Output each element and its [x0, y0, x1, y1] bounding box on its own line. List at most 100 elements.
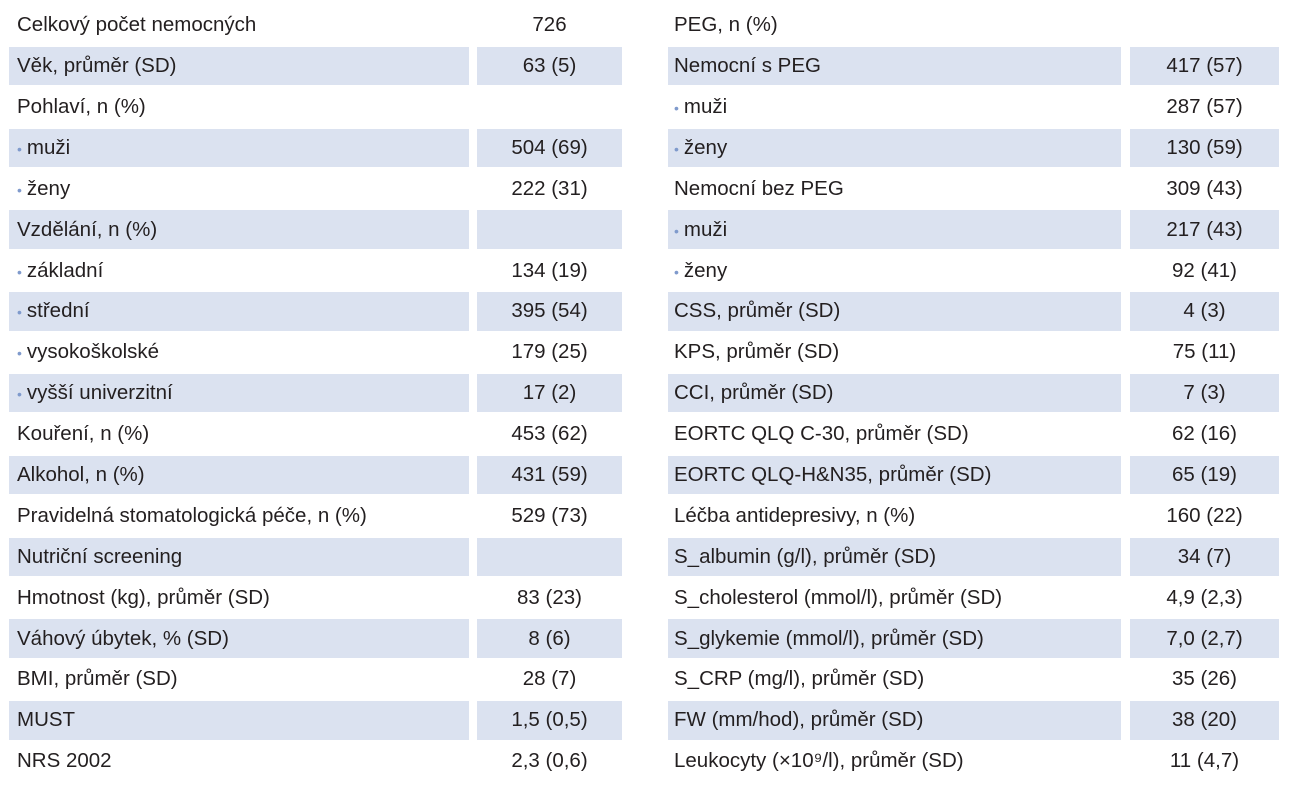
row-value: 417 (57)	[1130, 46, 1279, 86]
row-label-text: Pravidelná stomatologická péče, n (%)	[17, 503, 367, 527]
row-label-text: CCI, průměr (SD)	[674, 381, 834, 405]
row-label-text: ženy	[683, 258, 728, 282]
column-gap	[469, 292, 477, 330]
column-gap	[469, 210, 477, 248]
table-row: Nemocní bez PEG 309 (43)	[668, 170, 1279, 208]
row-label-text: Váhový úbytek, % (SD)	[17, 626, 229, 650]
column-gap	[469, 47, 477, 85]
bullet-icon: •	[17, 386, 22, 403]
row-value: 504 (69)	[477, 128, 622, 168]
row-label: • vysokoškolské	[9, 333, 469, 371]
row-label: Věk, průměr (SD)	[9, 46, 469, 86]
row-label: EORTC QLQ C-30, průměr (SD)	[668, 415, 1121, 453]
row-label-text: Hmotnost (kg), průměr (SD)	[17, 585, 270, 609]
column-gap	[1121, 701, 1130, 739]
right-table-column: PEG, n (%) Nemocní s PEG 417 (57) • muži 287 …	[668, 6, 1279, 783]
row-value: 217 (43)	[1130, 210, 1279, 249]
row-value	[477, 88, 622, 126]
row-label-text: NRS 2002	[17, 749, 112, 773]
row-value: 287 (57)	[1166, 94, 1243, 118]
row-value: 4 (3)	[1130, 292, 1279, 331]
row-label-text: vyšší univerzitní	[26, 381, 173, 405]
table-row: Leukocyty (×10⁹/l), průměr (SD) 11 (4,7)	[668, 742, 1279, 780]
table-row: S_cholesterol (mmol/l), průměr (SD) 4,9 (…	[668, 578, 1279, 616]
column-gap	[469, 251, 477, 289]
column-gap	[469, 619, 477, 657]
table-row: Váhový úbytek, % (SD) 8 (6)	[9, 619, 622, 658]
table-row: • muži 504 (69)	[9, 128, 622, 168]
row-value: 65 (19)	[1130, 455, 1279, 495]
table-row: Nutriční screening	[9, 537, 622, 576]
row-label: • muži	[668, 88, 1121, 126]
row-label: Hmotnost (kg), průměr (SD)	[9, 578, 469, 616]
row-label-text: Alkohol, n (%)	[17, 462, 145, 486]
row-label-text: ženy	[683, 135, 728, 159]
row-label-text: EORTC QLQ C-30, průměr (SD)	[674, 422, 969, 446]
column-gap	[1121, 333, 1130, 371]
row-value: 92 (41)	[1172, 258, 1237, 282]
table-row: Věk, průměr (SD) 63 (5)	[9, 46, 622, 86]
table-row: EORTC QLQ C-30, průměr (SD) 62 (16)	[668, 415, 1279, 453]
table-row: Pohlaví, n (%)	[9, 88, 622, 126]
row-label-text: muži	[26, 135, 71, 159]
table-row: Nemocní s PEG 417 (57)	[668, 46, 1279, 86]
table-row: • muži 217 (43)	[668, 210, 1279, 249]
row-label-text: muži	[683, 217, 728, 241]
row-label-text: EORTC QLQ-H&N35, průměr (SD)	[674, 462, 992, 486]
row-value: 75 (11)	[1172, 340, 1237, 364]
row-label-text: KPS, průměr (SD)	[674, 340, 840, 364]
row-label-text: S_albumin (g/l), průměr (SD)	[674, 544, 937, 568]
row-label-text: S_glykemie (mmol/l), průměr (SD)	[674, 626, 984, 650]
row-label: S_CRP (mg/l), průměr (SD)	[668, 660, 1121, 698]
row-label: Leukocyty (×10⁹/l), průměr (SD)	[668, 742, 1121, 780]
column-gap	[469, 578, 477, 616]
table-row: CCI, průměr (SD) 7 (3)	[668, 374, 1279, 413]
table-row: MUST 1,5 (0,5)	[9, 701, 622, 740]
row-value: 38 (20)	[1130, 701, 1279, 740]
table-row: • ženy 222 (31)	[9, 170, 622, 208]
row-label: • střední	[9, 292, 469, 331]
row-value: 453 (62)	[511, 422, 588, 446]
row-label: BMI, průměr (SD)	[9, 660, 469, 698]
row-label: S_cholesterol (mmol/l), průměr (SD)	[668, 578, 1121, 616]
row-value: 7,0 (2,7)	[1130, 619, 1279, 658]
row-value: 160 (22)	[1166, 503, 1243, 527]
row-label: CSS, průměr (SD)	[668, 292, 1121, 331]
row-label-text: FW (mm/hod), průměr (SD)	[674, 708, 924, 732]
row-value: 63 (5)	[477, 46, 622, 86]
row-value	[477, 537, 622, 576]
row-label: Pravidelná stomatologická péče, n (%)	[9, 497, 469, 535]
table-row: • muži 287 (57)	[668, 88, 1279, 126]
row-label: • ženy	[668, 251, 1121, 289]
column-gap	[469, 374, 477, 412]
row-value: 28 (7)	[522, 667, 577, 691]
row-label-text: Nemocní bez PEG	[674, 176, 844, 200]
row-label: Nemocní s PEG	[668, 46, 1121, 86]
table-row: • ženy 130 (59)	[668, 128, 1279, 168]
row-label: Celkový počet nemocných	[9, 6, 469, 44]
bullet-icon: •	[17, 345, 22, 362]
row-value: 62 (16)	[1172, 422, 1237, 446]
column-gap	[469, 129, 477, 167]
row-label: Nemocní bez PEG	[668, 170, 1121, 208]
row-label: Pohlaví, n (%)	[9, 88, 469, 126]
row-value: 1,5 (0,5)	[477, 701, 622, 740]
bullet-icon: •	[17, 181, 22, 198]
table-row: • vysokoškolské 179 (25)	[9, 333, 622, 371]
table-row: KPS, průměr (SD) 75 (11)	[668, 333, 1279, 371]
row-value	[477, 210, 622, 249]
row-label-text: střední	[26, 299, 90, 323]
table-row: Léčba antidepresivy, n (%) 160 (22)	[668, 497, 1279, 535]
row-label-text: ženy	[26, 176, 71, 200]
table-row: • vyšší univerzitní 17 (2)	[9, 374, 622, 413]
table-row: • ženy 92 (41)	[668, 251, 1279, 289]
column-gap	[469, 415, 477, 453]
row-label: • ženy	[668, 128, 1121, 168]
left-table-column: Celkový počet nemocných 726 Věk, průměr (S…	[9, 6, 622, 783]
row-value: 2,3 (0,6)	[511, 749, 588, 773]
row-value: 17 (2)	[477, 374, 622, 413]
table-row: Celkový počet nemocných 726	[9, 6, 622, 44]
row-label: • ženy	[9, 170, 469, 208]
column-gap	[1121, 251, 1130, 289]
